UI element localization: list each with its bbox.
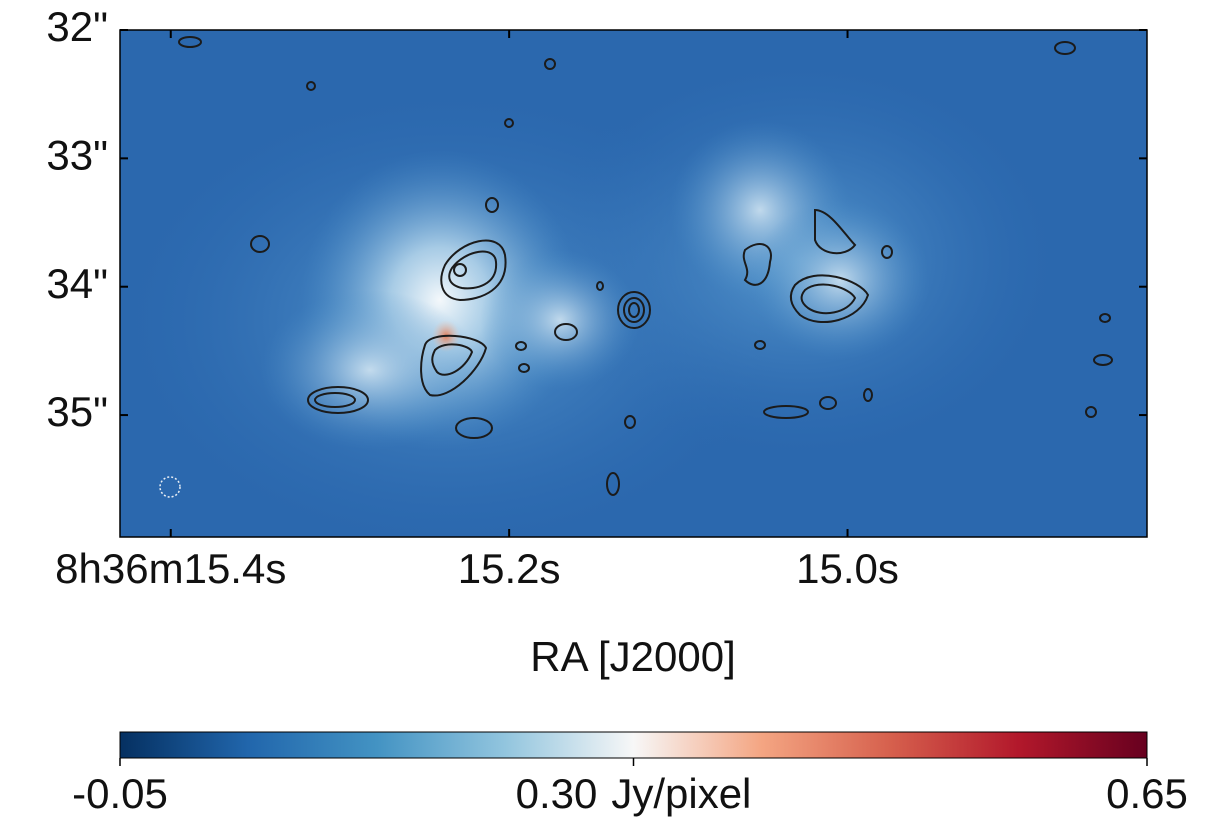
x-tick-label: 15.2s (458, 545, 561, 592)
x-tick-label: 15.0s (796, 545, 899, 592)
y-tick-label: 34" (46, 260, 108, 307)
colorbar-label: Jy/pixel (611, 770, 751, 817)
colorbar-tick-label: -0.05 (72, 770, 168, 817)
colorbar-tick-label: 0.30 (516, 770, 598, 817)
contours (178, 36, 1113, 496)
frame (119, 29, 1148, 538)
image (120, 30, 1147, 537)
y-tick-label: 32" (46, 3, 108, 50)
colorbar-tick-group: 0.30 Jy/pixel (516, 770, 752, 817)
x-axis-label: RA [J2000] (530, 633, 735, 680)
x-tick-label: 8h36m15.4s (55, 545, 286, 592)
colorbar-tick-label: 0.65 (1106, 770, 1188, 817)
y-tick-label: 33" (46, 131, 108, 178)
colorbar (119, 731, 1148, 759)
y-tick-label: 35" (46, 388, 108, 435)
